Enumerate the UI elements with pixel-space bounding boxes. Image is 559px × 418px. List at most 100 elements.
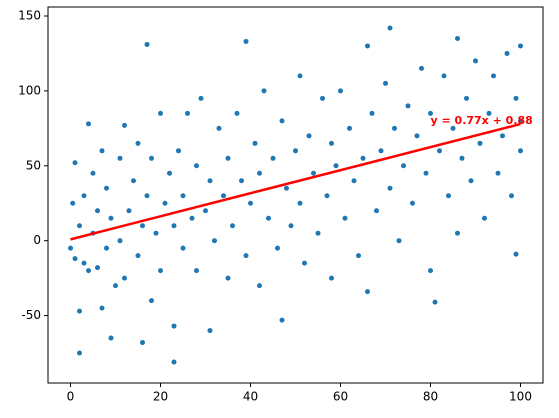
- point: [423, 170, 429, 176]
- point: [360, 155, 366, 161]
- point: [171, 223, 177, 229]
- point: [455, 35, 460, 41]
- point: [77, 350, 82, 356]
- point: [311, 170, 316, 176]
- point: [70, 200, 76, 206]
- point: [122, 275, 127, 281]
- point: [126, 208, 132, 214]
- point: [324, 193, 330, 199]
- point: [108, 335, 114, 341]
- point: [518, 118, 523, 124]
- point: [104, 245, 109, 251]
- point: [243, 253, 249, 259]
- point: [72, 160, 78, 166]
- point: [77, 308, 82, 314]
- point: [194, 163, 199, 169]
- point: [99, 148, 105, 154]
- point: [171, 359, 177, 365]
- point: [189, 215, 195, 221]
- point: [419, 65, 424, 71]
- point: [257, 283, 262, 289]
- point: [342, 215, 348, 221]
- point: [513, 251, 519, 257]
- point: [369, 110, 375, 116]
- point: [410, 200, 415, 206]
- point: [333, 163, 339, 169]
- point: [270, 155, 276, 161]
- point: [180, 245, 186, 251]
- point: [396, 238, 402, 244]
- point: [432, 299, 438, 305]
- point: [113, 283, 118, 289]
- point: [207, 178, 213, 184]
- point: [99, 305, 105, 311]
- point: [347, 125, 352, 131]
- point: [293, 148, 298, 154]
- point: [122, 122, 127, 128]
- point: [162, 200, 168, 206]
- point: [378, 148, 384, 154]
- point: [405, 103, 411, 109]
- point: [203, 208, 208, 214]
- point: [302, 260, 307, 266]
- point: [455, 230, 460, 236]
- y-tick-label: 100: [18, 83, 41, 97]
- plot-frame: [47, 6, 544, 384]
- point: [297, 73, 303, 79]
- x-tick-label: 40: [243, 390, 258, 404]
- point: [279, 317, 285, 323]
- x-tick-label: 60: [333, 390, 348, 404]
- point: [446, 193, 451, 199]
- y-tick-label: 150: [18, 8, 41, 22]
- point: [275, 245, 280, 251]
- point: [437, 148, 442, 154]
- point: [234, 110, 240, 116]
- point: [248, 200, 253, 206]
- point: [464, 95, 469, 101]
- point: [504, 50, 510, 56]
- point: [288, 223, 294, 229]
- point: [252, 140, 258, 146]
- point: [90, 170, 96, 176]
- point: [387, 185, 393, 191]
- point: [428, 268, 433, 274]
- point: [459, 155, 465, 161]
- point: [518, 43, 523, 49]
- point: [491, 73, 496, 79]
- x-tick-label: 20: [153, 390, 168, 404]
- point: [518, 148, 523, 154]
- point: [135, 140, 141, 146]
- point: [329, 275, 334, 281]
- x-tick-label: 0: [67, 390, 75, 404]
- point: [374, 208, 379, 214]
- point: [239, 178, 244, 184]
- point: [225, 155, 231, 161]
- point: [486, 110, 492, 116]
- point: [207, 328, 213, 334]
- point: [198, 95, 204, 101]
- point: [194, 268, 199, 274]
- fit-line: [70, 122, 521, 241]
- point: [140, 223, 145, 229]
- point: [117, 155, 123, 161]
- point: [185, 110, 190, 116]
- point: [68, 245, 73, 251]
- point: [365, 289, 370, 295]
- point: [428, 110, 433, 116]
- point: [131, 178, 136, 184]
- point: [356, 253, 361, 259]
- point: [135, 253, 141, 259]
- point: [365, 43, 370, 49]
- point: [315, 230, 321, 236]
- point: [153, 230, 159, 236]
- point: [86, 268, 91, 274]
- point: [167, 170, 172, 176]
- point: [401, 163, 406, 169]
- point: [297, 200, 303, 206]
- point: [477, 140, 483, 146]
- point: [306, 133, 312, 139]
- point: [243, 38, 249, 44]
- point: [108, 215, 114, 221]
- point: [158, 110, 163, 116]
- point: [284, 185, 289, 191]
